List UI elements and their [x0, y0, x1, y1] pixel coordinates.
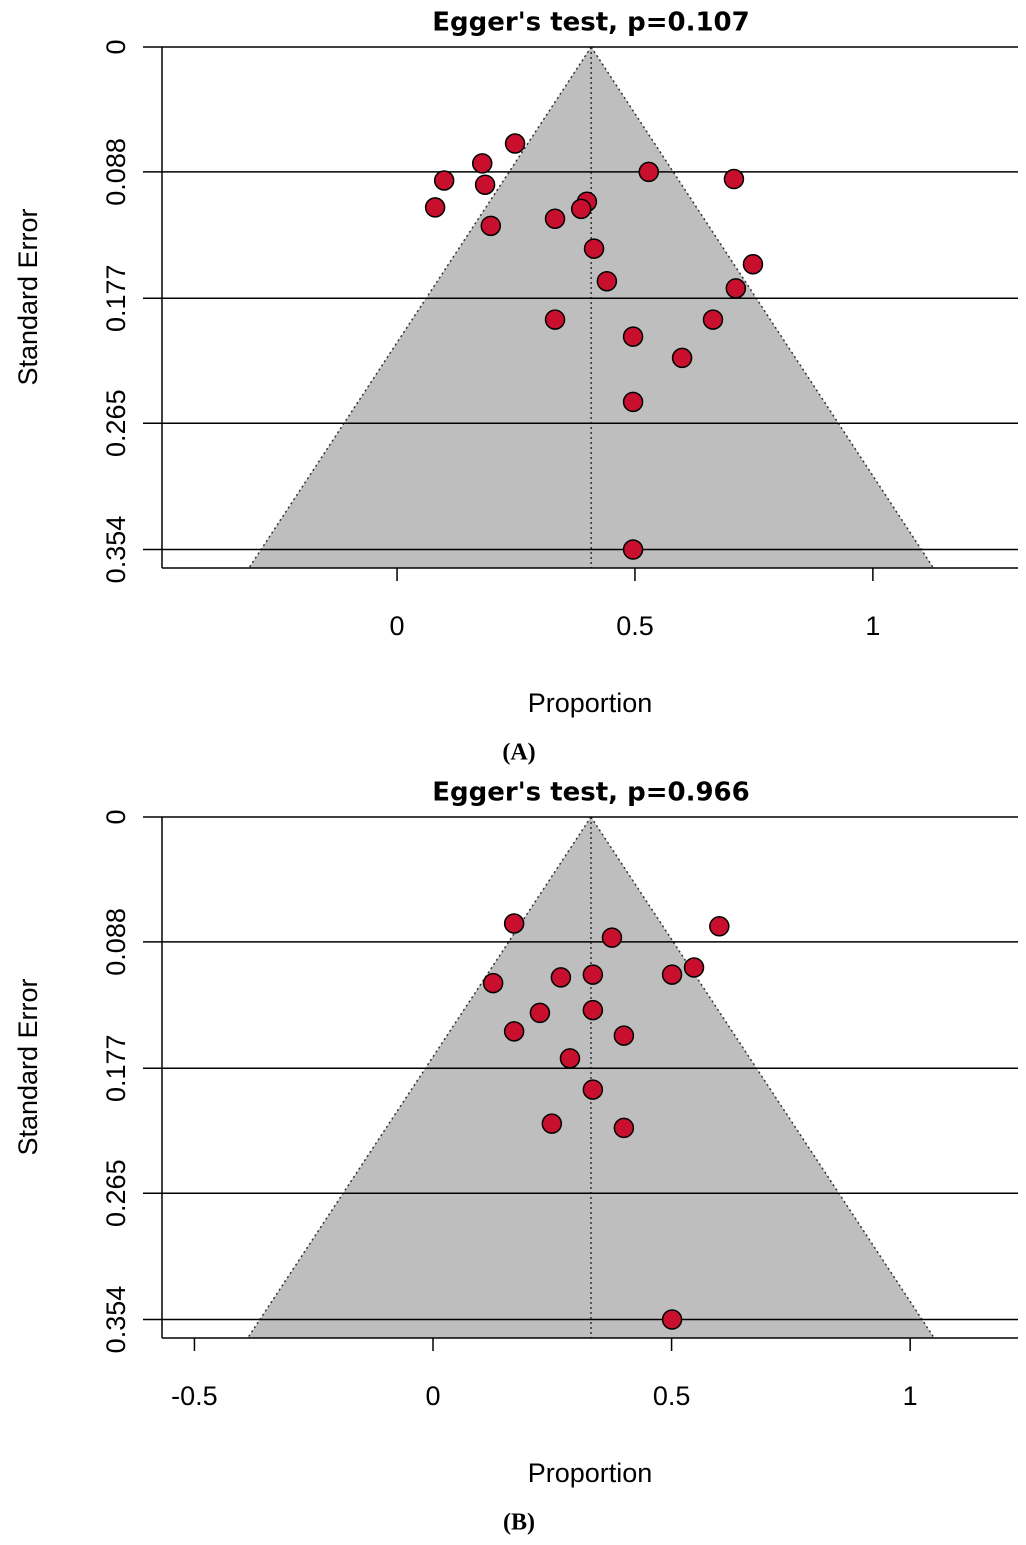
study-point	[503, 913, 525, 934]
x-tick-label: 0.5	[653, 1381, 691, 1411]
chart-title: Egger's test, p=0.107	[432, 8, 749, 38]
study-point	[544, 309, 566, 330]
x-tick-label: -0.5	[171, 1381, 218, 1411]
y-tick-label: 0	[101, 39, 131, 54]
y-tick-label: 0	[101, 809, 131, 824]
x-axis-title: Proportion	[528, 688, 653, 718]
study-point	[424, 197, 446, 218]
y-tick-label: 0.088	[101, 908, 131, 976]
study-point	[596, 270, 618, 292]
y-axis-title: Standard Error	[13, 978, 43, 1155]
panel-label: (B)	[503, 1510, 535, 1536]
study-point	[723, 168, 745, 190]
funnel-edge	[248, 46, 592, 569]
y-tick-label: 0.177	[101, 1034, 131, 1102]
study-point	[622, 326, 644, 347]
study-point	[541, 1113, 563, 1134]
study-point	[742, 253, 764, 275]
study-point	[570, 198, 592, 220]
funnel-edge	[247, 816, 592, 1339]
study-point	[471, 153, 493, 174]
study-point	[559, 1048, 581, 1069]
study-point	[638, 161, 660, 183]
y-tick-label: 0.265	[101, 1159, 131, 1227]
study-point	[503, 1021, 525, 1042]
study-point	[480, 215, 502, 237]
panel-label: (A)	[502, 740, 535, 766]
study-point	[683, 957, 705, 978]
study-point	[550, 967, 572, 988]
study-point	[671, 347, 693, 369]
chart-title: Egger's test, p=0.966	[432, 778, 749, 808]
study-point	[622, 539, 644, 560]
study-point	[474, 174, 496, 195]
study-point	[582, 1079, 604, 1100]
x-tick-label: 1	[903, 1381, 918, 1411]
funnel-edge	[590, 46, 935, 569]
x-tick-label: 0.5	[616, 611, 654, 641]
study-point	[482, 972, 504, 994]
study-point	[433, 170, 455, 191]
study-point	[529, 1002, 551, 1024]
y-tick-label: 0.354	[101, 1286, 131, 1354]
study-point	[583, 238, 605, 259]
x-tick-label: 0	[390, 611, 405, 641]
study-point	[504, 133, 526, 154]
y-tick-label: 0.177	[101, 264, 131, 332]
y-tick-label: 0.088	[101, 138, 131, 206]
study-point	[544, 208, 566, 230]
study-point	[613, 1025, 635, 1046]
y-axis-title: Standard Error	[13, 208, 43, 385]
y-tick-label: 0.354	[101, 516, 131, 584]
y-tick-label: 0.265	[101, 389, 131, 457]
study-point	[709, 916, 730, 937]
x-axis-title: Proportion	[528, 1458, 653, 1488]
study-point	[702, 309, 724, 330]
study-point	[613, 1117, 635, 1139]
study-point	[661, 964, 683, 985]
study-point	[601, 927, 623, 948]
x-tick-label: 1	[865, 611, 880, 641]
study-point	[725, 278, 747, 299]
study-point	[622, 391, 644, 413]
study-point	[582, 999, 604, 1021]
study-point	[582, 964, 604, 985]
study-point	[661, 1309, 683, 1330]
x-tick-label: 0	[426, 1381, 441, 1411]
funnel-edge	[590, 816, 935, 1339]
